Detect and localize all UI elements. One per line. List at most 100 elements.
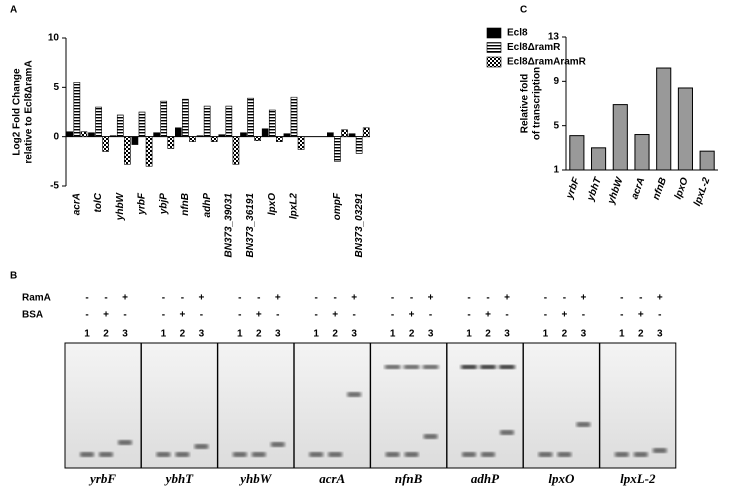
ramA-sign: +: [275, 293, 281, 304]
ramA-sign: -: [104, 293, 107, 304]
gel-image: [446, 342, 524, 469]
lane-number: 2: [180, 329, 186, 340]
gel-band: [633, 452, 648, 457]
bsa-sign: -: [467, 310, 470, 321]
x-tick-label: nfnB: [180, 193, 191, 216]
bar: [297, 136, 305, 150]
row-label: BSA: [22, 310, 43, 321]
bar: [189, 136, 196, 142]
bar: [569, 135, 585, 171]
bar: [131, 136, 139, 145]
gel-band: [270, 442, 285, 447]
gel-band: [175, 452, 190, 457]
ramA-sign: -: [486, 293, 489, 304]
lane-number: 2: [332, 329, 338, 340]
bar: [362, 127, 370, 137]
bar: [196, 135, 204, 137]
bar: [66, 131, 74, 137]
gel-image: [370, 342, 448, 469]
gene-label: adhP: [471, 471, 500, 486]
bsa-sign: -: [276, 310, 279, 321]
bsa-sign: +: [332, 310, 338, 321]
bsa-sign: +: [409, 310, 415, 321]
gel-band: [347, 392, 362, 397]
lane-number: 3: [657, 329, 663, 340]
x-tick-label: yrbF: [137, 192, 148, 216]
lane-number: 2: [485, 329, 491, 340]
x-tick-label: lpxL2: [289, 193, 300, 220]
ramA-sign: -: [467, 293, 470, 304]
lane-number: 1: [313, 329, 319, 340]
x-tick-label: ompF: [332, 192, 343, 220]
x-tick-label: lpxO: [673, 176, 691, 201]
x-tick-label: acrA: [71, 193, 82, 215]
ramA-sign: +: [657, 293, 663, 304]
legend-swatch: [486, 42, 502, 53]
x-tick-label: adhP: [202, 193, 213, 218]
y-axis-label: relative to Ecl8ΔramA: [24, 60, 35, 163]
bar: [102, 136, 109, 152]
lane-number: 3: [428, 329, 434, 340]
x-tick-label: acrA: [629, 176, 647, 201]
bar: [210, 136, 218, 142]
legend-label: Ecl8ΔramR: [507, 42, 561, 53]
bar: [699, 150, 715, 171]
gene-label: ybhT: [164, 471, 195, 486]
gel-band: [118, 440, 132, 445]
bar: [348, 133, 356, 137]
bar: [124, 136, 131, 165]
bsa-sign: -: [200, 310, 203, 321]
gel-band: [80, 452, 94, 457]
lane-number: 2: [562, 329, 568, 340]
lane-number: 3: [581, 329, 587, 340]
lane-number: 1: [543, 329, 549, 340]
gel-image: [140, 342, 218, 469]
ramA-sign: +: [428, 293, 434, 304]
bar: [109, 135, 117, 137]
gel-band: [538, 452, 553, 457]
ramA-sign: -: [238, 293, 241, 304]
bar: [254, 136, 261, 141]
x-tick-label: lpxO: [267, 193, 278, 215]
bsa-sign: -: [658, 310, 661, 321]
y-tick-label: 10: [48, 33, 60, 44]
lane-number: 2: [638, 329, 644, 340]
bsa-sign: -: [620, 310, 623, 321]
gel-band: [423, 434, 438, 439]
gel-band: [462, 452, 476, 457]
panel-label: C: [520, 5, 527, 16]
gel-band: [422, 365, 439, 369]
ramA-sign: -: [334, 293, 337, 304]
lane-number: 1: [161, 329, 167, 340]
y-tick-label: 1: [553, 165, 559, 176]
bar: [73, 82, 81, 137]
x-tick-label: ybjP: [158, 193, 169, 215]
bsa-sign: -: [582, 310, 585, 321]
gel-band: [576, 422, 591, 427]
gene-label: yhbW: [238, 471, 273, 486]
gel-band: [156, 452, 171, 457]
ramA-sign: -: [162, 293, 165, 304]
gene-label: lpxL-2: [620, 471, 656, 486]
panel-label: B: [10, 271, 17, 282]
bar: [225, 105, 233, 137]
ramA-sign: -: [620, 293, 623, 304]
gel-image: [599, 342, 677, 469]
bar: [634, 134, 650, 171]
panel-label: A: [10, 5, 17, 16]
gel-band: [385, 452, 400, 457]
lane-number: 3: [275, 329, 281, 340]
ramA-sign: -: [391, 293, 394, 304]
y-tick-label: -5: [50, 181, 59, 192]
ramA-sign: -: [257, 293, 260, 304]
gel-image: [217, 342, 295, 469]
x-tick-label: yhbW: [606, 175, 627, 207]
bar: [138, 111, 146, 137]
y-tick-label: 9: [553, 76, 559, 87]
bar: [175, 127, 182, 137]
x-tick-label: BN373_36191: [245, 193, 256, 258]
ramA-sign: -: [639, 293, 642, 304]
gel-band: [500, 430, 514, 435]
gel-band: [99, 452, 113, 457]
